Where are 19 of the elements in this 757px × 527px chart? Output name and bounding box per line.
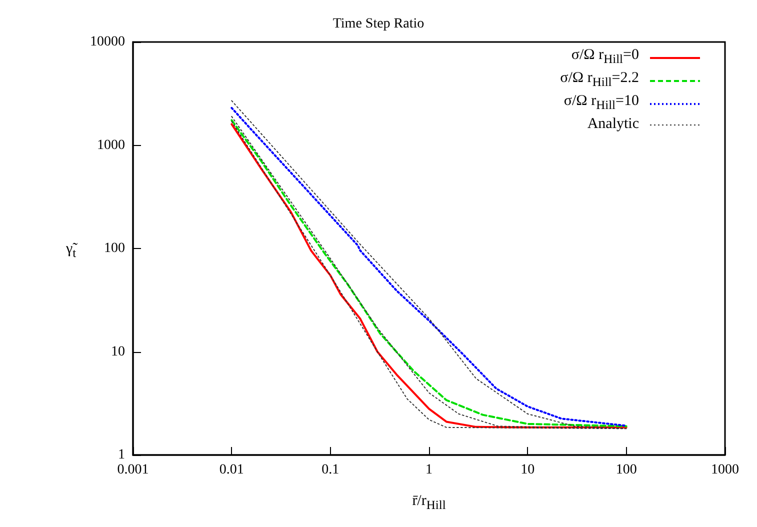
x-tick-label: 1000: [711, 462, 739, 478]
y-tick-label: 100: [104, 241, 125, 256]
chart-title: Time Step Ratio: [332, 16, 424, 32]
legend-label: σ/Ω r$_{Hill}$=10: [564, 92, 639, 114]
y-tick-label: 10: [111, 344, 125, 360]
y-tick-label: 1000: [97, 138, 125, 153]
y-tick-label: 1: [118, 448, 125, 462]
legend-label: σ/Ω r$_{Hill}$=2.2: [560, 69, 639, 91]
legend-label: Analytic: [587, 115, 639, 134]
legend-label: σ/Ω r$_{Hill}$=0: [571, 46, 639, 68]
x-tick-label: 0.01: [219, 462, 244, 478]
x-tick-label: 10: [520, 462, 535, 478]
y-tick-label: 10000: [90, 34, 125, 50]
x-tick-label: 0.1: [322, 462, 340, 478]
x-tick-label: 0.001: [117, 462, 149, 478]
x-axis-title: r̄/r$_{Hill}$: [411, 492, 447, 514]
y-axis-title: γ̃$_{t}$: [66, 240, 76, 262]
x-tick-label: 100: [616, 462, 637, 478]
x-tick-label: 1: [426, 462, 432, 478]
